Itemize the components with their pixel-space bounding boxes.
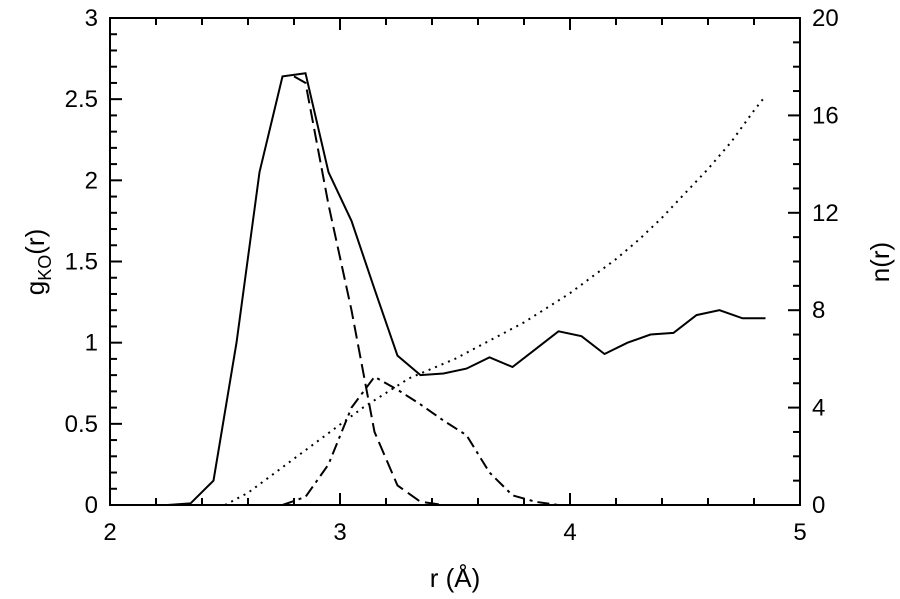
x-tick-label: 3: [333, 519, 346, 546]
y-axis-left-label-subscript: KO: [35, 255, 55, 281]
series-layer: [167, 72, 767, 506]
x-tick-label: 5: [793, 519, 806, 546]
series-line-dashdot: [282, 375, 582, 506]
y-left-tick-label: 1: [85, 330, 98, 357]
x-tick-label: 4: [563, 519, 576, 546]
y-left-tick-label: 2.5: [65, 86, 98, 113]
y-left-tick-label: 2: [85, 167, 98, 194]
series-line-solid: [167, 72, 766, 506]
y-left-tick-label: 0.5: [65, 411, 98, 438]
y-axis-right-label: n(r): [865, 242, 895, 282]
y-right-tick-label: 12: [812, 200, 839, 227]
y-left-tick-label: 1.5: [65, 249, 98, 276]
y-left-tick-label: 3: [85, 5, 98, 32]
y-right-tick-label: 0: [812, 492, 825, 519]
y-axis-left-label-main: g: [20, 281, 50, 295]
y-right-tick-label: 4: [812, 395, 825, 422]
series-line-dashed: [293, 75, 444, 506]
y-right-tick-label: 16: [812, 102, 839, 129]
x-axis-label: r (Å): [430, 563, 481, 593]
y-axis-left-label: gKO(r): [20, 229, 55, 295]
plot-frame: [109, 17, 801, 506]
series-line-dotted: [224, 95, 767, 506]
y-right-tick-label: 20: [812, 5, 839, 32]
y-left-tick-label: 0: [85, 492, 98, 519]
y-axis-left-label-tail: (r): [20, 229, 50, 255]
x-tick-label: 2: [103, 519, 116, 546]
y-right-tick-label: 8: [812, 297, 825, 324]
